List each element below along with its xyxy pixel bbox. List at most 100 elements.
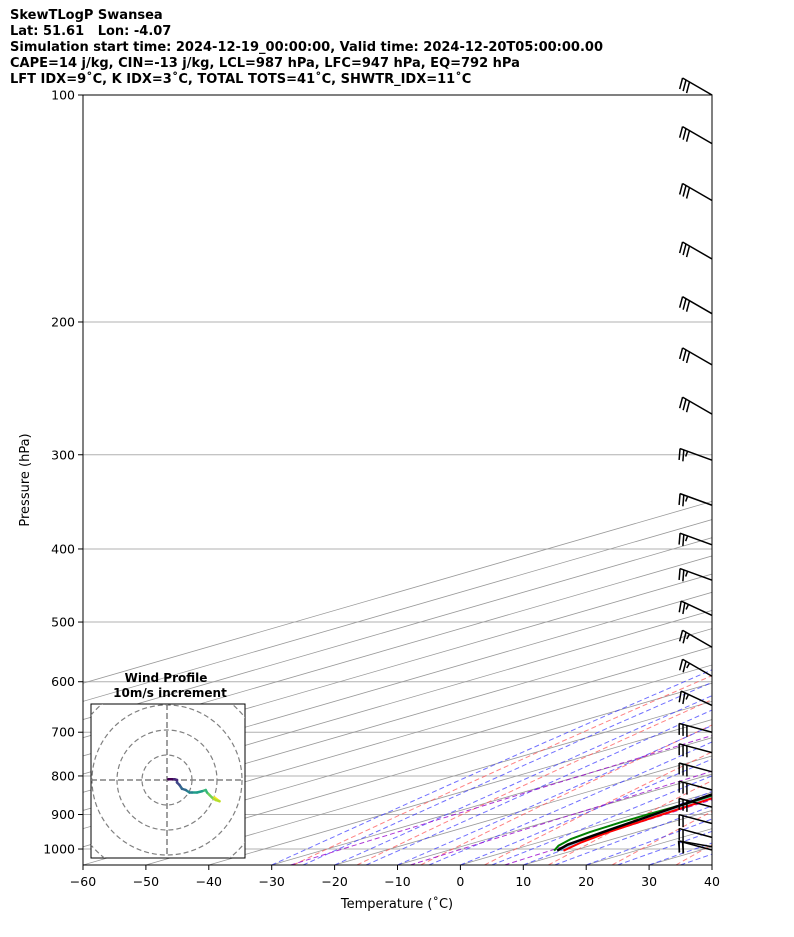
barb-feather [685,130,691,142]
cape-shading [557,794,712,851]
wind-barb [677,840,713,853]
location-coords: Lat: 51.61 Lon: -4.07 [10,24,172,39]
barb-feather [678,659,684,671]
barb-shaft [678,743,713,754]
barb-shaft [679,567,713,581]
barb-shaft [678,813,713,825]
dry-adiabat-line [675,844,712,865]
wind-barbs [677,77,713,854]
moist-adiabat-line [334,695,712,865]
wind-barb [678,780,713,795]
moist-adiabat-line [365,709,712,865]
wind-barb [678,296,713,315]
barb-feather [678,448,681,460]
barb-feather [685,187,691,199]
barb-shaft [680,600,713,617]
barb-feather [682,128,687,140]
barb-shaft [679,447,713,461]
barb-feather [678,296,684,308]
barb-feather [678,600,682,613]
barb-feather [682,534,685,547]
cape-area [557,794,712,851]
mixing-ratio-line [290,735,712,865]
isotherm-line [83,646,712,830]
wind-barb [678,492,713,507]
moist-adiabat-line [302,681,712,865]
wind-barb [678,396,713,415]
moist-adiabat-line [428,741,712,865]
barb-shaft [679,532,713,546]
barb-half-feather [684,571,689,577]
simulation-times: Simulation start time: 2024-12-19_00:00:… [10,40,603,55]
barb-feather [678,126,684,138]
barb-feather [682,449,685,462]
y-tick-label: 500 [51,615,75,630]
x-tick-label: 30 [641,874,657,889]
barb-shaft [678,840,713,851]
moist-adiabat-line [491,775,712,865]
barb-feather [682,661,687,673]
barb-half-feather [686,662,691,669]
wind-barb [678,532,713,547]
wind-barb [678,690,713,707]
barb-shaft [678,840,713,848]
barb-feather [682,79,687,92]
barb-feather [678,493,681,506]
y-tick-label: 300 [51,447,75,462]
moist-adiabat-line [397,724,712,865]
barb-feather [682,398,687,411]
stability-indices: LFT IDX=9˚C, K IDX=3˚C, TOTAL TOTS=41˚C,… [10,72,472,87]
barb-feather [678,568,681,580]
moist-adiabat-line [586,818,712,865]
barb-shaft [682,658,713,677]
barb-feather [685,351,691,364]
temperature-line [563,797,712,852]
wind-profile-inset: Wind Profile 10m/s increment [90,671,246,859]
isotherm-line [83,628,712,811]
barb-shaft [682,396,713,415]
wind-barb [678,629,713,648]
barb-feather [682,494,685,507]
barb-feather [678,630,684,642]
dry-adiabat-line [420,724,712,865]
wind-barb [678,241,713,260]
barb-shaft [678,722,713,733]
barb-feather [682,185,687,197]
barb-feather [677,840,681,853]
x-axis-ticks: −60 −50 −40 −30 −20 −10 0 10 20 30 40 [70,865,720,889]
x-tick-label: 10 [515,874,531,889]
moist-adiabat-line [617,830,712,865]
inset-subtitle: 10m/s increment [113,686,227,700]
barb-shaft [682,629,713,648]
wind-barb [678,722,713,737]
barb-feather [678,347,684,360]
barb-shaft [682,347,713,366]
isotherm-line [460,791,712,865]
dry-adiabat-line [484,751,712,865]
mixing-ratio-line [410,770,712,865]
y-tick-label: 700 [51,725,75,740]
isotherm-line [83,682,712,865]
barb-half-feather [684,496,689,502]
isotherm-line [83,664,712,848]
inset-frame [90,703,246,859]
barb-feather [678,533,681,545]
barb-feather [678,241,684,254]
barb-feather [682,298,687,310]
cape-cin-levels: CAPE=14 j/kg, CIN=-13 j/kg, LCL=987 hPa,… [10,56,520,71]
isotherm-line [397,773,712,865]
moist-adiabat-line [460,758,712,865]
isotherm-line [711,864,712,865]
x-tick-label: −10 [384,874,410,889]
isotherm-line [586,828,712,865]
barb-feather [685,245,691,258]
wind-barb [678,827,713,841]
y-tick-label: 900 [51,807,75,822]
wind-barb [678,762,713,777]
barb-feather [682,243,687,256]
barb-shaft [682,296,713,315]
moist-adiabat-line [271,669,712,865]
barb-feather [682,632,687,644]
dry-adiabat-line [740,95,794,865]
